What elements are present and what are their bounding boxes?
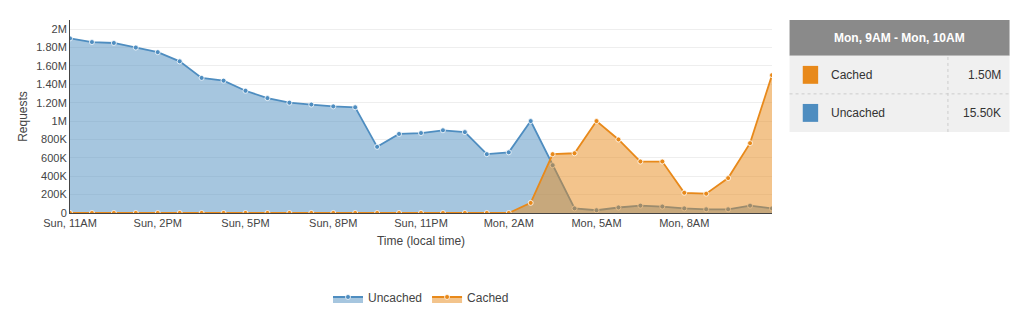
svg-text:Mon, 5AM: Mon, 5AM bbox=[571, 217, 621, 229]
svg-text:Sun, 11PM: Sun, 11PM bbox=[394, 217, 448, 229]
svg-text:Mon, 8AM: Mon, 8AM bbox=[659, 217, 709, 229]
svg-text:15.50K: 15.50K bbox=[963, 106, 1001, 120]
svg-text:0: 0 bbox=[61, 207, 67, 219]
svg-text:Sun, 8PM: Sun, 8PM bbox=[309, 217, 357, 229]
svg-text:600K: 600K bbox=[41, 152, 67, 164]
svg-text:400K: 400K bbox=[41, 170, 67, 182]
svg-text:Cached: Cached bbox=[831, 68, 872, 82]
svg-text:2M: 2M bbox=[52, 23, 67, 35]
svg-text:1M: 1M bbox=[52, 115, 67, 127]
svg-text:Uncached: Uncached bbox=[368, 291, 422, 305]
svg-text:Time (local time): Time (local time) bbox=[377, 234, 465, 248]
svg-text:200K: 200K bbox=[41, 188, 67, 200]
svg-text:1.50M: 1.50M bbox=[968, 68, 1001, 82]
svg-text:1.40M: 1.40M bbox=[36, 78, 67, 90]
svg-text:Uncached: Uncached bbox=[831, 106, 885, 120]
svg-text:Sun, 2PM: Sun, 2PM bbox=[134, 217, 182, 229]
svg-text:Cached: Cached bbox=[467, 291, 508, 305]
svg-text:Requests: Requests bbox=[16, 91, 30, 142]
svg-text:Sun, 5PM: Sun, 5PM bbox=[221, 217, 269, 229]
svg-text:800K: 800K bbox=[41, 133, 67, 145]
svg-text:Mon, 2AM: Mon, 2AM bbox=[484, 217, 534, 229]
svg-text:Sun, 11AM: Sun, 11AM bbox=[43, 217, 97, 229]
svg-text:1.60M: 1.60M bbox=[36, 60, 67, 72]
svg-text:1.20M: 1.20M bbox=[36, 97, 67, 109]
svg-text:Mon, 9AM - Mon, 10AM: Mon, 9AM - Mon, 10AM bbox=[834, 31, 965, 45]
svg-text:1.80M: 1.80M bbox=[36, 41, 67, 53]
